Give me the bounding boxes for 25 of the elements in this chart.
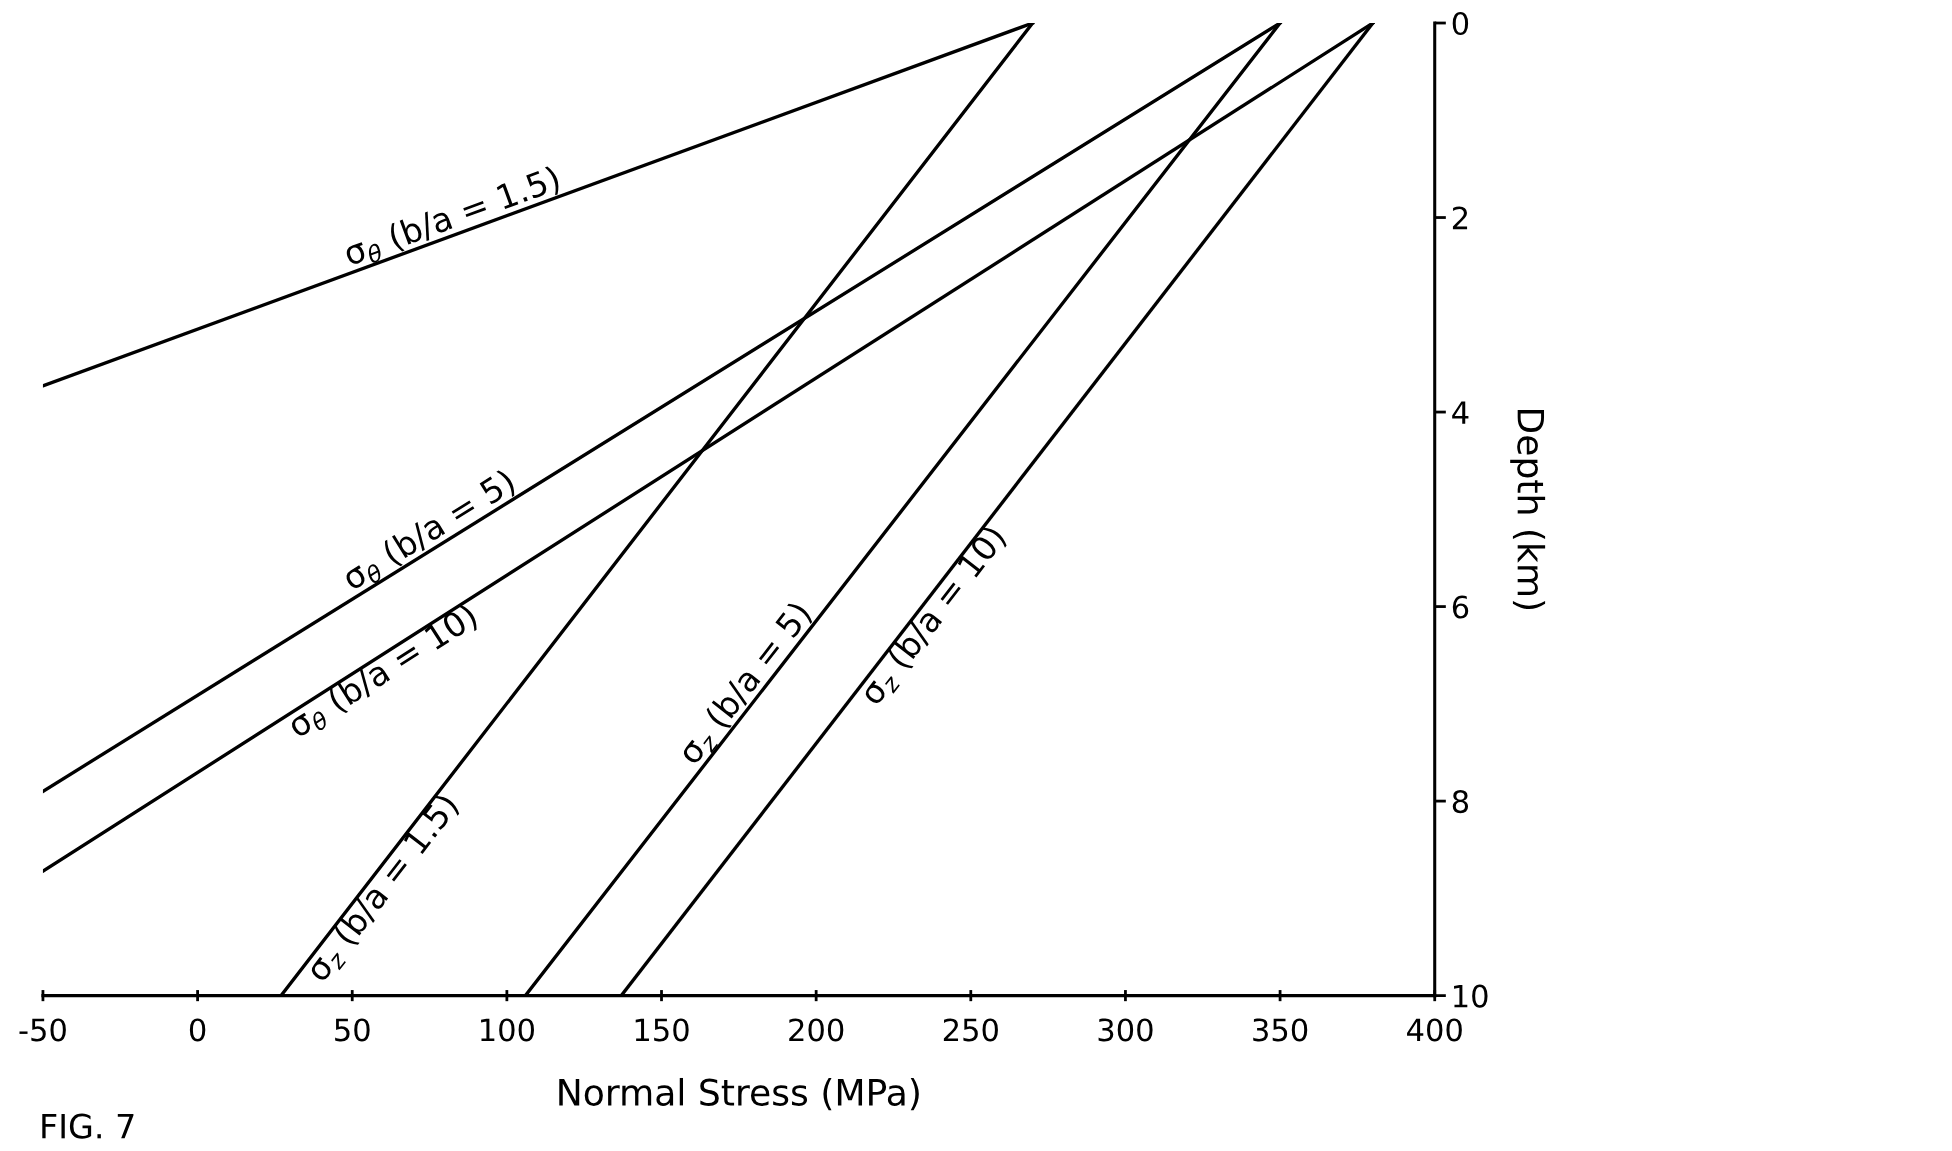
x-tick-label: 400 — [1407, 1018, 1462, 1042]
text: σ$_{z}$ (b/a = 5) — [675, 599, 816, 769]
x-tick-label: 150 — [635, 1018, 689, 1042]
y-tick-label: 8 — [1452, 790, 1469, 814]
y-tick-label: 6 — [1452, 595, 1469, 619]
y-axis-title: Depth (km) — [1510, 410, 1546, 610]
y-tick-label: 10 — [1454, 984, 1488, 1008]
x-tick-label: 250 — [943, 1018, 998, 1042]
text: σ$_{z}$ (b/a = 10) — [857, 523, 1011, 710]
text: σ$_{θ}$ (b/a = 10) — [285, 602, 482, 743]
caption: FIG. 7 — [42, 1113, 134, 1139]
x-tick-label: 350 — [1253, 1018, 1308, 1042]
x-tick-label: 50 — [335, 1018, 370, 1042]
y-tick-label: 2 — [1452, 206, 1468, 230]
x-tick-label: -50 — [19, 1018, 66, 1042]
x-axis-title: Normal Stress (MPa) — [559, 1077, 919, 1111]
y-tick-label: 0 — [1452, 11, 1469, 36]
text: σ$_{θ}$ (b/a = 1.5) — [342, 164, 563, 271]
text: σ$_{z}$ (b/a = 1.5) — [303, 791, 463, 986]
text: σ$_{θ}$ (b/a = 5) — [339, 467, 520, 596]
x-tick-label: 0 — [189, 1018, 206, 1042]
x-tick-label: 300 — [1098, 1018, 1153, 1042]
y-tick-label: 4 — [1452, 401, 1469, 424]
x-tick-label: 200 — [789, 1018, 844, 1042]
x-tick-label: 100 — [481, 1018, 534, 1042]
